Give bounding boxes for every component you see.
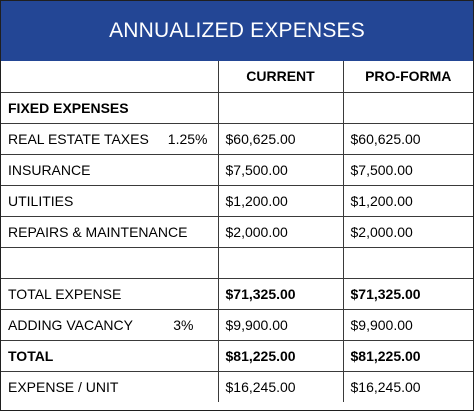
empty-cell [217,246,344,279]
current-value: $81,225.00 [217,339,344,372]
row-label: ADDING VACANCY 3% [1,308,219,341]
header-label-cell [1,61,219,93]
section-label: FIXED EXPENSES [1,91,219,124]
row-label: EXPENSE / UNIT [1,370,219,402]
column-header-current: CURRENT [217,61,344,93]
proforma-value: $81,225.00 [342,339,473,372]
expense-table: CURRENT PRO-FORMA FIXED EXPENSES REAL ES… [1,61,473,402]
current-value: $9,900.00 [217,308,344,341]
current-value: $7,500.00 [217,153,344,186]
proforma-value: $2,000.00 [342,215,473,248]
row-label: INSURANCE [1,153,219,186]
proforma-value: $9,900.00 [342,308,473,341]
tax-rate: 1.25% [167,130,208,147]
row-label: UTILITIES [1,184,219,217]
table-row: INSURANCE $7,500.00 $7,500.00 [1,153,473,186]
header-row: CURRENT PRO-FORMA [1,61,473,93]
table-row: REPAIRS & MAINTENANCE $2,000.00 $2,000.0… [1,215,473,248]
current-value: $71,325.00 [217,277,344,310]
section-row: FIXED EXPENSES [1,91,473,124]
per-unit-row: EXPENSE / UNIT $16,245.00 $16,245.00 [1,370,473,402]
empty-cell [217,91,344,124]
table-row: REAL ESTATE TAXES 1.25% $60,625.00 $60,6… [1,122,473,155]
total-row: TOTAL $81,225.00 $81,225.00 [1,339,473,372]
row-label: TOTAL EXPENSE [1,277,219,310]
proforma-value: $60,625.00 [342,122,473,155]
table-row: UTILITIES $1,200.00 $1,200.00 [1,184,473,217]
row-label-text: ADDING VACANCY [8,316,133,333]
empty-cell [342,91,473,124]
column-header-proforma: PRO-FORMA [342,61,473,93]
row-label: REPAIRS & MAINTENANCE [1,215,219,248]
current-value: $1,200.00 [217,184,344,217]
current-value: $60,625.00 [217,122,344,155]
proforma-value: $71,325.00 [342,277,473,310]
row-label-text: REAL ESTATE TAXES [8,130,149,147]
sheet-title: ANNUALIZED EXPENSES [1,1,473,61]
current-value: $2,000.00 [217,215,344,248]
total-expense-row: TOTAL EXPENSE $71,325.00 $71,325.00 [1,277,473,310]
proforma-value: $1,200.00 [342,184,473,217]
row-label: TOTAL [1,339,219,372]
current-value: $16,245.00 [217,370,344,402]
blank-row [1,246,473,279]
empty-cell [342,246,473,279]
empty-cell [1,246,219,279]
vacancy-rate: 3% [173,316,194,333]
row-label: REAL ESTATE TAXES 1.25% [1,122,219,155]
proforma-value: $7,500.00 [342,153,473,186]
vacancy-row: ADDING VACANCY 3% $9,900.00 $9,900.00 [1,308,473,341]
proforma-value: $16,245.00 [342,370,473,402]
